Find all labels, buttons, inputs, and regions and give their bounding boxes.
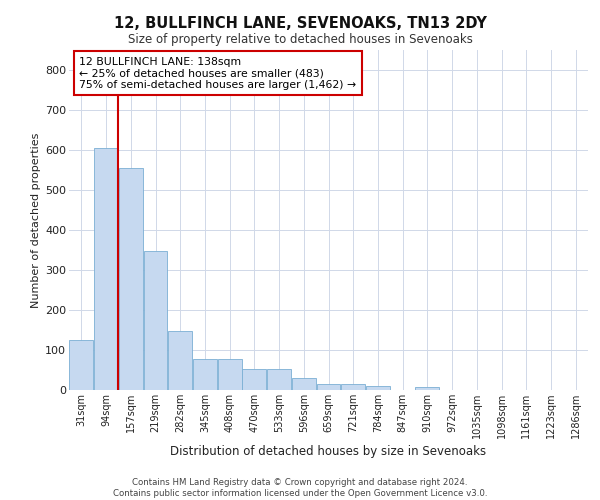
Bar — [267, 369, 291, 390]
Text: 12, BULLFINCH LANE, SEVENOAKS, TN13 2DY: 12, BULLFINCH LANE, SEVENOAKS, TN13 2DY — [113, 16, 487, 31]
Bar — [119, 168, 143, 390]
Y-axis label: Number of detached properties: Number of detached properties — [31, 132, 41, 308]
Bar — [70, 340, 94, 390]
Text: 12 BULLFINCH LANE: 138sqm
← 25% of detached houses are smaller (483)
75% of semi: 12 BULLFINCH LANE: 138sqm ← 25% of detac… — [79, 57, 356, 90]
Bar — [341, 384, 365, 390]
Bar — [168, 331, 192, 390]
Text: Size of property relative to detached houses in Sevenoaks: Size of property relative to detached ho… — [128, 32, 472, 46]
Bar — [366, 386, 390, 390]
Bar — [242, 369, 266, 390]
Bar — [193, 359, 217, 390]
Bar — [292, 378, 316, 390]
Bar — [218, 359, 242, 390]
Bar — [415, 387, 439, 390]
X-axis label: Distribution of detached houses by size in Sevenoaks: Distribution of detached houses by size … — [170, 445, 487, 458]
Text: Contains HM Land Registry data © Crown copyright and database right 2024.
Contai: Contains HM Land Registry data © Crown c… — [113, 478, 487, 498]
Bar — [143, 251, 167, 390]
Bar — [317, 384, 340, 390]
Bar — [94, 148, 118, 390]
